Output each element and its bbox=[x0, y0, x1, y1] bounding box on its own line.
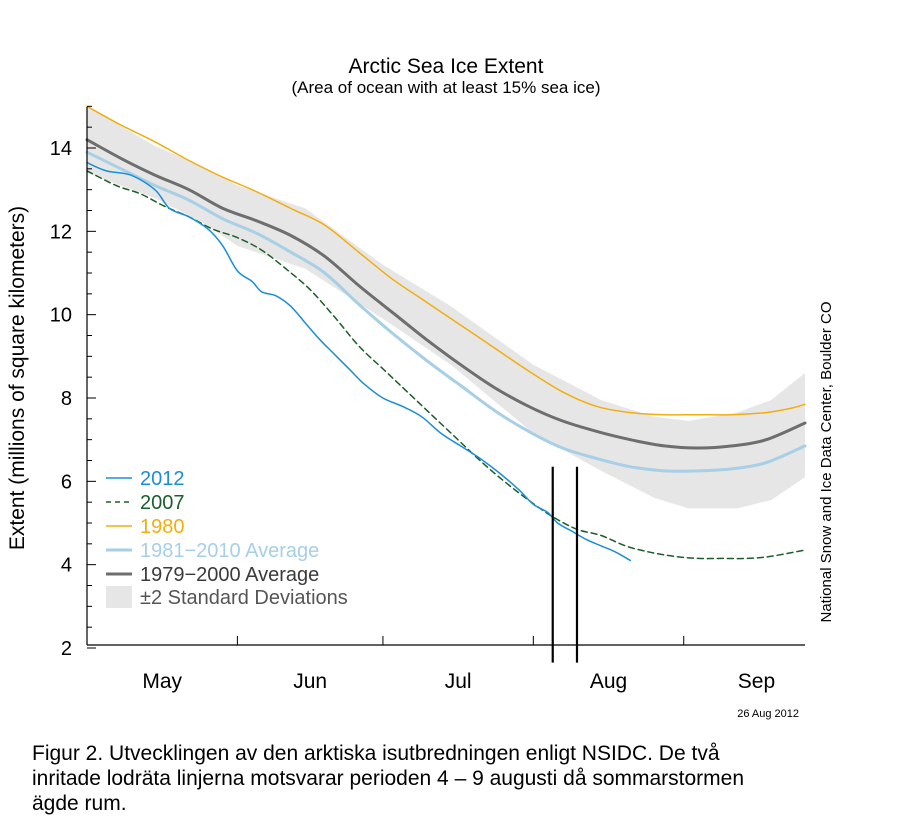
x-tick-label: Jul bbox=[445, 670, 472, 693]
legend-label: 1981−2010 Average bbox=[140, 540, 319, 562]
chart-title: Arctic Sea Ice Extent bbox=[349, 55, 544, 78]
y-tick-label: 12 bbox=[50, 221, 72, 243]
x-tick-label: Aug bbox=[590, 670, 627, 693]
series-line-1979-2000-average bbox=[85, 138, 807, 450]
x-tick-label: May bbox=[142, 670, 182, 693]
source-note: National Snow and Ice Data Center, Bould… bbox=[818, 301, 835, 622]
plot-area: 2 4 6 8 10 12 14 May Jun Jul Aug Sep bbox=[50, 105, 807, 693]
y-tick-label: 2 bbox=[61, 638, 72, 660]
x-tick-label: Sep bbox=[738, 670, 775, 693]
legend-label: 2007 bbox=[140, 492, 185, 514]
std-dev-band bbox=[87, 106, 805, 509]
chart-subtitle: (Area of ocean with at least 15% sea ice… bbox=[292, 78, 601, 97]
chart: Arctic Sea Ice Extent (Area of ocean wit… bbox=[6, 55, 835, 720]
x-tick-label: Jun bbox=[293, 670, 327, 693]
series-line-2007 bbox=[86, 170, 806, 560]
caption-line-1: Figur 2. Utvecklingen av den arktiska is… bbox=[32, 742, 720, 765]
legend-label: 1979−2000 Average bbox=[140, 564, 319, 586]
y-tick-label: 10 bbox=[50, 305, 72, 327]
y-tick-label: 4 bbox=[61, 555, 72, 577]
date-stamp: 26 Aug 2012 bbox=[737, 708, 799, 720]
legend-label: 1980 bbox=[140, 516, 185, 538]
caption-line-3: ägde rum. bbox=[32, 792, 127, 815]
legend-label: ±2 Standard Deviations bbox=[140, 587, 348, 609]
y-tick-label: 8 bbox=[61, 388, 72, 410]
series-line-1981-2010-average bbox=[85, 150, 807, 473]
y-tick-label: 6 bbox=[61, 471, 72, 493]
legend-swatch bbox=[106, 586, 132, 608]
caption-line-2: inritade lodräta linjerna motsvarar peri… bbox=[32, 767, 745, 790]
y-axis-label: Extent (millions of square kilometers) bbox=[6, 206, 29, 550]
legend-label: 2012 bbox=[140, 468, 185, 490]
y-tick-label: 14 bbox=[50, 138, 72, 160]
series-line-1980 bbox=[86, 105, 806, 416]
figure-caption: Figur 2. Utvecklingen av den arktiska is… bbox=[32, 741, 872, 816]
